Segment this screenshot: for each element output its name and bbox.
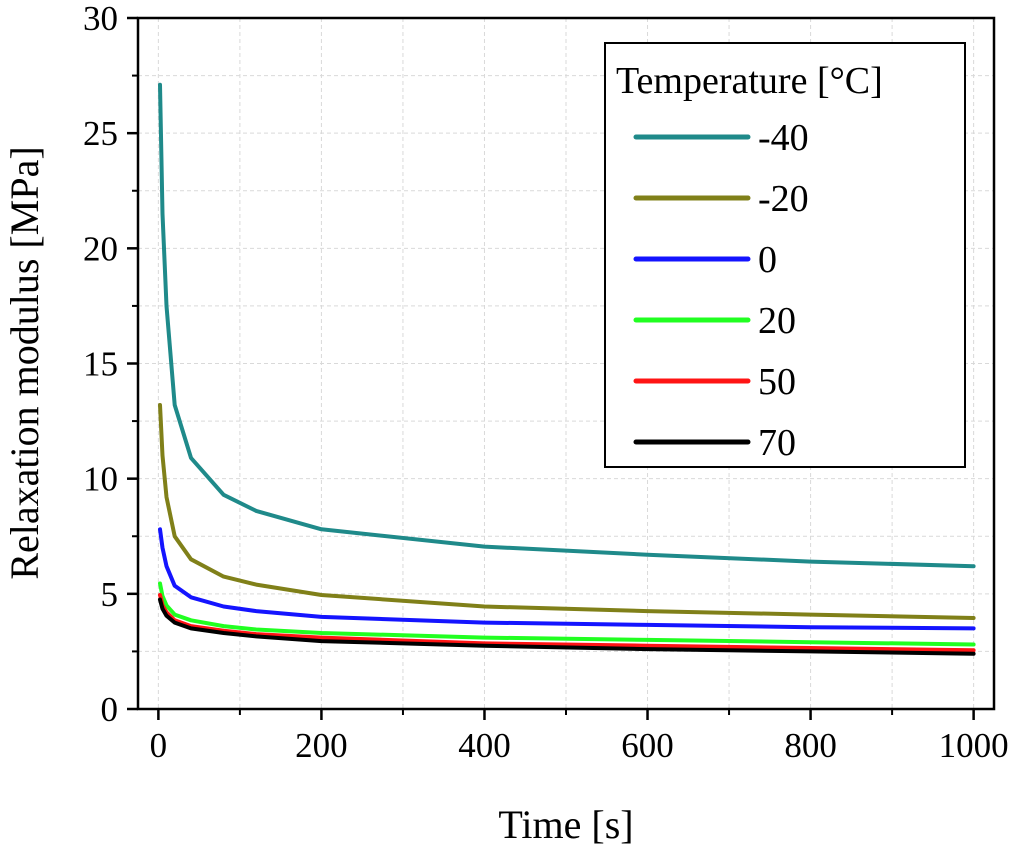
y-axis-title: Relaxation modulus [MPa] — [2, 146, 47, 579]
legend-label--40: -40 — [758, 117, 809, 159]
y-tick-label: 20 — [83, 229, 118, 268]
y-tick-label: 0 — [101, 690, 119, 729]
x-tick-label: 400 — [458, 726, 511, 765]
legend-title: Temperature [°C] — [616, 60, 883, 102]
x-tick-label: 200 — [295, 726, 348, 765]
x-tick-label: 0 — [150, 726, 168, 765]
legend-box — [604, 42, 966, 468]
x-tick-label: 1000 — [939, 726, 1009, 765]
legend-entries: -40 -20 0 20 50 70 — [633, 117, 809, 464]
legend-label-70: 70 — [758, 422, 796, 464]
y-tick-label: 25 — [83, 114, 118, 153]
legend-label--20: -20 — [758, 178, 809, 220]
legend-label-0: 0 — [758, 239, 777, 281]
series-line-20 — [158, 581, 976, 647]
series-layer — [158, 82, 976, 656]
series-line--40 — [158, 82, 976, 569]
x-axis-title: Time [s] — [498, 802, 633, 847]
legend-label-20: 20 — [758, 300, 796, 342]
series-line-0 — [158, 527, 976, 631]
series-line-70 — [158, 597, 976, 656]
series-line--20 — [158, 403, 976, 620]
y-tick-label: 15 — [83, 345, 118, 384]
x-tick-label: 800 — [784, 726, 837, 765]
legend-label-50: 50 — [758, 361, 796, 403]
y-tick-label: 30 — [83, 0, 118, 38]
x-tick-label: 600 — [621, 726, 674, 765]
y-tick-label: 10 — [83, 460, 118, 499]
legend: Temperature [°C] -40 -20 0 20 50 70 — [604, 42, 966, 468]
y-tick-label: 5 — [101, 575, 119, 614]
